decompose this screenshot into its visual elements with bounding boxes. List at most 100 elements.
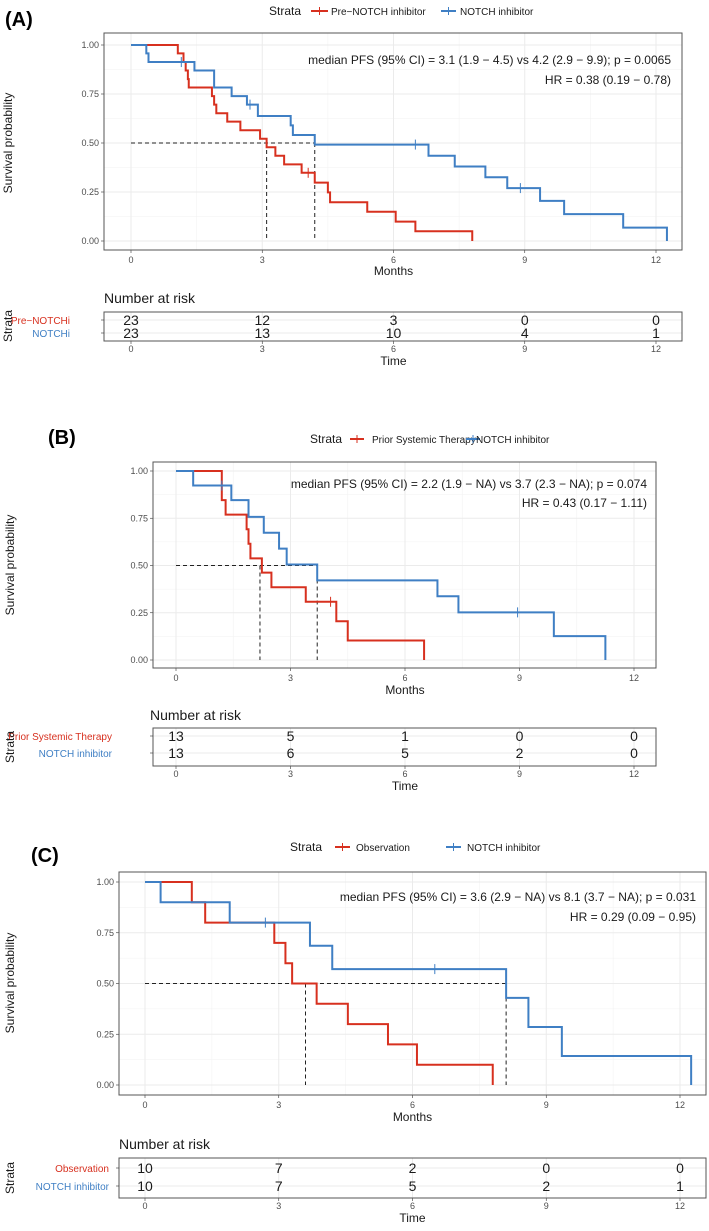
panel-label: (A) xyxy=(5,9,33,31)
risk-table-title: Number at risk xyxy=(119,1136,211,1152)
risk-table-x-title: Time xyxy=(380,354,407,368)
km-curve-red xyxy=(176,470,426,660)
legend: Strata Observation NOTCH inhibitor xyxy=(290,840,541,854)
median-pfs-annotation: median PFS (95% CI) = 2.2 (1.9 − NA) vs … xyxy=(291,477,647,491)
risk-count: 13 xyxy=(168,728,184,744)
risk-count: 3 xyxy=(390,312,398,328)
risk-time-tick-label: 6 xyxy=(410,1201,415,1211)
x-tick-label: 12 xyxy=(675,1100,685,1110)
risk-table-title: Number at risk xyxy=(150,707,242,723)
risk-count: 7 xyxy=(275,1160,283,1176)
risk-count: 0 xyxy=(652,312,660,328)
y-tick-label: 0.25 xyxy=(96,1029,114,1039)
panel-label: (B) xyxy=(48,427,76,449)
risk-row-label: Prior Systemic Therapy xyxy=(8,732,112,743)
risk-table-border xyxy=(152,727,657,767)
risk-time-tick-label: 3 xyxy=(260,344,265,354)
risk-count: 0 xyxy=(630,745,638,761)
hazard-ratio-annotation: HR = 0.43 (0.17 − 1.11) xyxy=(522,496,647,510)
legend-label: Pre−NOTCH inhibitor xyxy=(331,7,426,18)
risk-count: 2 xyxy=(516,745,524,761)
legend-title: Strata xyxy=(269,4,301,18)
km-panel-b: (B) Strata Prior Systemic Therapy NOTCH inh… xyxy=(3,427,657,793)
risk-time-tick-label: 3 xyxy=(288,769,293,779)
risk-table-border xyxy=(118,1157,707,1199)
risk-count: 23 xyxy=(123,325,139,341)
risk-count: 1 xyxy=(652,325,660,341)
risk-count: 0 xyxy=(542,1160,550,1176)
panel-label: (C) xyxy=(31,845,59,867)
y-tick-label: 0.25 xyxy=(81,187,99,197)
y-tick-label: 0.75 xyxy=(130,513,148,523)
legend-title: Strata xyxy=(310,432,342,446)
risk-count: 5 xyxy=(287,728,295,744)
y-tick-label: 1.00 xyxy=(96,877,114,887)
y-tick-label: 1.00 xyxy=(81,40,99,50)
y-tick-label: 1.00 xyxy=(130,466,148,476)
risk-time-tick-label: 6 xyxy=(391,344,396,354)
risk-row-label: NOTCH inhibitor xyxy=(39,749,113,760)
risk-table-y-title: Strata xyxy=(1,310,15,342)
y-tick-label: 0.00 xyxy=(130,655,148,665)
y-tick-label: 0.25 xyxy=(130,608,148,618)
risk-row-label: NOTCH inhibitor xyxy=(36,1182,110,1193)
risk-count: 0 xyxy=(516,728,524,744)
risk-count: 10 xyxy=(137,1160,153,1176)
risk-time-tick-label: 9 xyxy=(517,769,522,779)
risk-time-tick-label: 12 xyxy=(629,769,639,779)
y-tick-label: 0.75 xyxy=(81,89,99,99)
y-axis-title: Survival probability xyxy=(3,515,17,616)
x-tick-label: 12 xyxy=(629,673,639,683)
risk-count: 23 xyxy=(123,312,139,328)
x-tick-label: 3 xyxy=(276,1100,281,1110)
median-pfs-annotation: median PFS (95% CI) = 3.6 (2.9 − NA) vs … xyxy=(340,890,696,904)
km-curve-red xyxy=(131,44,474,241)
x-tick-label: 3 xyxy=(260,255,265,265)
legend-label: NOTCH inhibitor xyxy=(460,7,534,18)
km-curve-blue xyxy=(145,881,693,1085)
km-panel-a: (A) Strata Pre−NOTCH inhibitor NOTCH inhibi… xyxy=(1,4,683,368)
y-tick-label: 0.50 xyxy=(96,979,114,989)
risk-count: 13 xyxy=(254,325,270,341)
risk-time-tick-label: 12 xyxy=(651,344,661,354)
risk-time-tick-label: 0 xyxy=(142,1201,147,1211)
km-panel-c: (C) Strata Observation NOTCH inhibitor 0 0.00… xyxy=(3,840,707,1225)
x-tick-label: 6 xyxy=(402,673,407,683)
risk-row-label: Pre−NOTCHi xyxy=(11,316,70,327)
risk-count: 7 xyxy=(275,1178,283,1194)
y-tick-label: 0.00 xyxy=(81,236,99,246)
risk-table-y-title: Strata xyxy=(3,731,17,763)
risk-count: 0 xyxy=(521,312,529,328)
risk-count: 10 xyxy=(386,325,402,341)
plot-border xyxy=(152,461,657,669)
risk-count: 1 xyxy=(401,728,409,744)
risk-table-y-title: Strata xyxy=(3,1162,17,1194)
km-curve-blue xyxy=(131,44,668,241)
risk-count: 2 xyxy=(409,1160,417,1176)
x-tick-label: 6 xyxy=(410,1100,415,1110)
x-tick-label: 0 xyxy=(173,673,178,683)
legend-label: Prior Systemic Therapy xyxy=(372,435,476,446)
risk-count: 12 xyxy=(254,312,270,328)
x-tick-label: 0 xyxy=(142,1100,147,1110)
risk-time-tick-label: 0 xyxy=(173,769,178,779)
risk-table-title: Number at risk xyxy=(104,290,196,306)
median-pfs-annotation: median PFS (95% CI) = 3.1 (1.9 − 4.5) vs… xyxy=(308,53,671,67)
x-tick-label: 3 xyxy=(288,673,293,683)
y-tick-label: 0.50 xyxy=(130,561,148,571)
risk-count: 2 xyxy=(542,1178,550,1194)
y-tick-label: 0.00 xyxy=(96,1080,114,1090)
risk-count: 1 xyxy=(676,1178,684,1194)
risk-count: 4 xyxy=(521,325,529,341)
x-tick-label: 9 xyxy=(522,255,527,265)
risk-time-tick-label: 9 xyxy=(522,344,527,354)
legend: Strata Pre−NOTCH inhibitor NOTCH inhibitor xyxy=(269,4,534,18)
risk-count: 6 xyxy=(287,745,295,761)
plot-border xyxy=(118,871,707,1096)
risk-time-tick-label: 9 xyxy=(544,1201,549,1211)
legend-label: NOTCH inhibitor xyxy=(467,843,541,854)
km-curve-red xyxy=(145,881,494,1085)
